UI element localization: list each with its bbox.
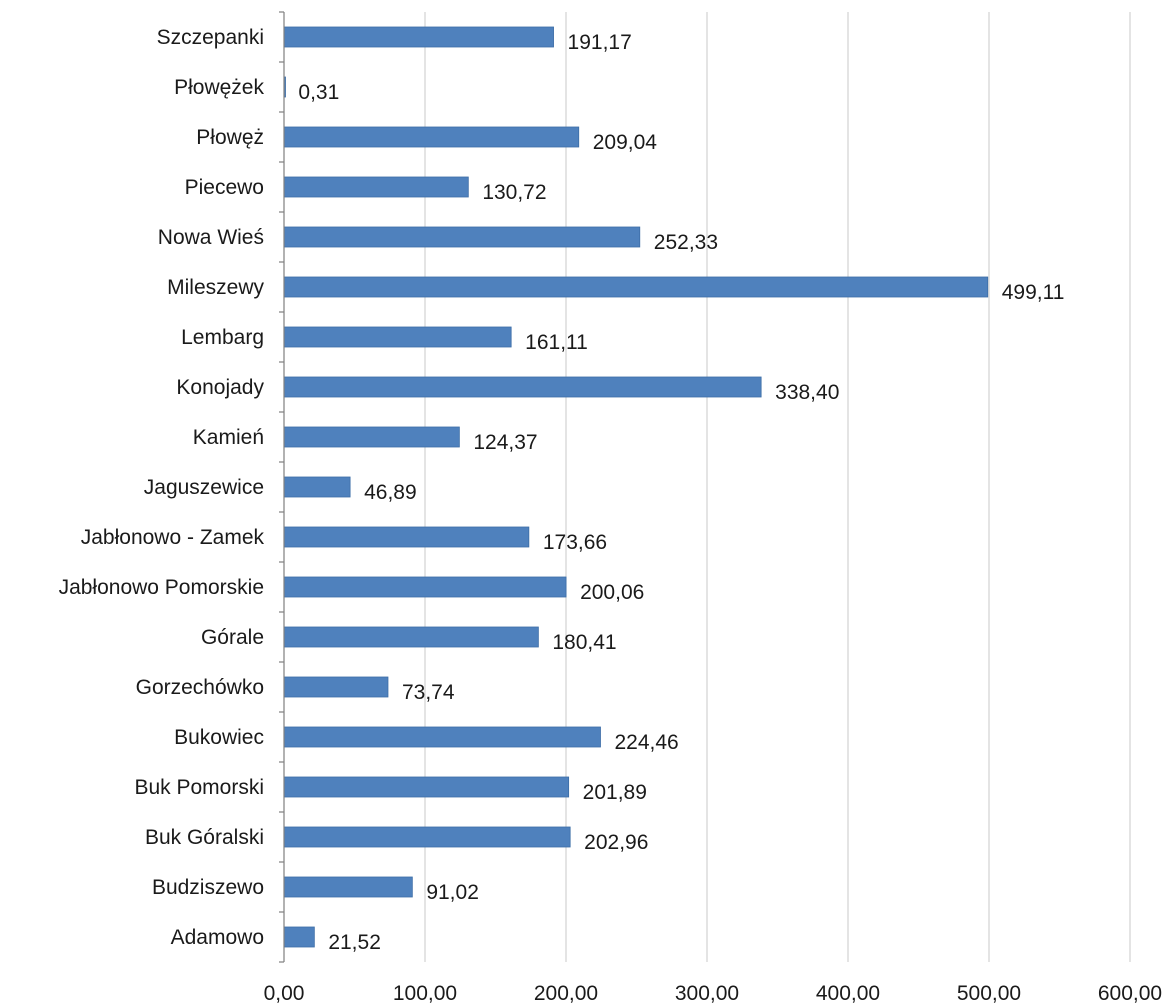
data-label: 130,72 [482, 181, 546, 204]
gridlines [424, 12, 1131, 962]
category-label: Gorzechówko [136, 676, 264, 699]
category-label: Lembarg [181, 326, 264, 349]
bar [283, 26, 554, 48]
category-label: Bukowiec [174, 726, 264, 749]
x-tick-label: 500,00 [957, 982, 1021, 1005]
data-label: 0,31 [298, 81, 339, 104]
bar [283, 226, 641, 248]
data-label: 73,74 [402, 681, 455, 704]
data-label: 124,37 [473, 431, 537, 454]
category-label: Konojady [176, 376, 264, 399]
axes [279, 11, 285, 963]
x-tick-label: 100,00 [393, 982, 457, 1005]
data-label: 91,02 [426, 881, 479, 904]
x-tick-label: 600,00 [1098, 982, 1162, 1005]
data-label: 201,89 [583, 781, 647, 804]
bars [283, 26, 989, 948]
category-label: Kamień [193, 426, 264, 449]
category-label: Płowężek [174, 76, 264, 99]
x-tick-label: 400,00 [816, 982, 880, 1005]
bar [283, 826, 571, 848]
bar [283, 726, 601, 748]
category-label: Jaguszewice [144, 476, 264, 499]
category-label: Piecewo [185, 176, 264, 199]
category-label: Buk Pomorski [134, 776, 264, 799]
category-label: Nowa Wieś [158, 226, 264, 249]
data-label: 21,52 [328, 931, 381, 954]
category-label: Mileszewy [167, 276, 264, 299]
data-label: 191,17 [568, 31, 632, 54]
x-tick-label: 300,00 [675, 982, 739, 1005]
category-label: Buk Góralski [145, 826, 264, 849]
bar [283, 376, 762, 398]
category-label: Jabłonowo Pomorskie [59, 576, 264, 599]
bar [283, 926, 315, 948]
category-label: Górale [201, 626, 264, 649]
data-label: 338,40 [775, 381, 839, 404]
bar [283, 526, 530, 548]
data-label: 252,33 [654, 231, 718, 254]
data-label: 46,89 [364, 481, 417, 504]
x-tick-label: 0,00 [264, 982, 305, 1005]
bar [283, 326, 512, 348]
bar [283, 176, 469, 198]
data-label: 209,04 [593, 131, 658, 154]
bar [283, 876, 413, 898]
bar [283, 626, 539, 648]
bar [283, 776, 570, 798]
category-label: Szczepanki [157, 26, 264, 49]
bar [283, 476, 351, 498]
data-label: 224,46 [614, 731, 678, 754]
bar [283, 676, 389, 698]
data-label: 173,66 [543, 531, 607, 554]
bar [283, 426, 460, 448]
labels: 0,00 100,00 200,00 300,00 400,00 500,00 600,00… [59, 26, 1163, 1005]
category-label: Adamowo [171, 926, 264, 949]
category-label: Budziszewo [152, 876, 264, 899]
data-label: 202,96 [584, 831, 648, 854]
category-label: Jabłonowo - Zamek [81, 526, 265, 549]
data-label: 180,41 [552, 631, 616, 654]
bar [283, 276, 989, 298]
bar [283, 576, 567, 598]
data-label: 161,11 [525, 331, 588, 354]
bar [283, 126, 580, 148]
category-label: Płowęż [196, 126, 264, 149]
data-label: 499,11 [1002, 281, 1065, 304]
x-tick-label: 200,00 [534, 982, 598, 1005]
data-label: 200,06 [580, 581, 644, 604]
